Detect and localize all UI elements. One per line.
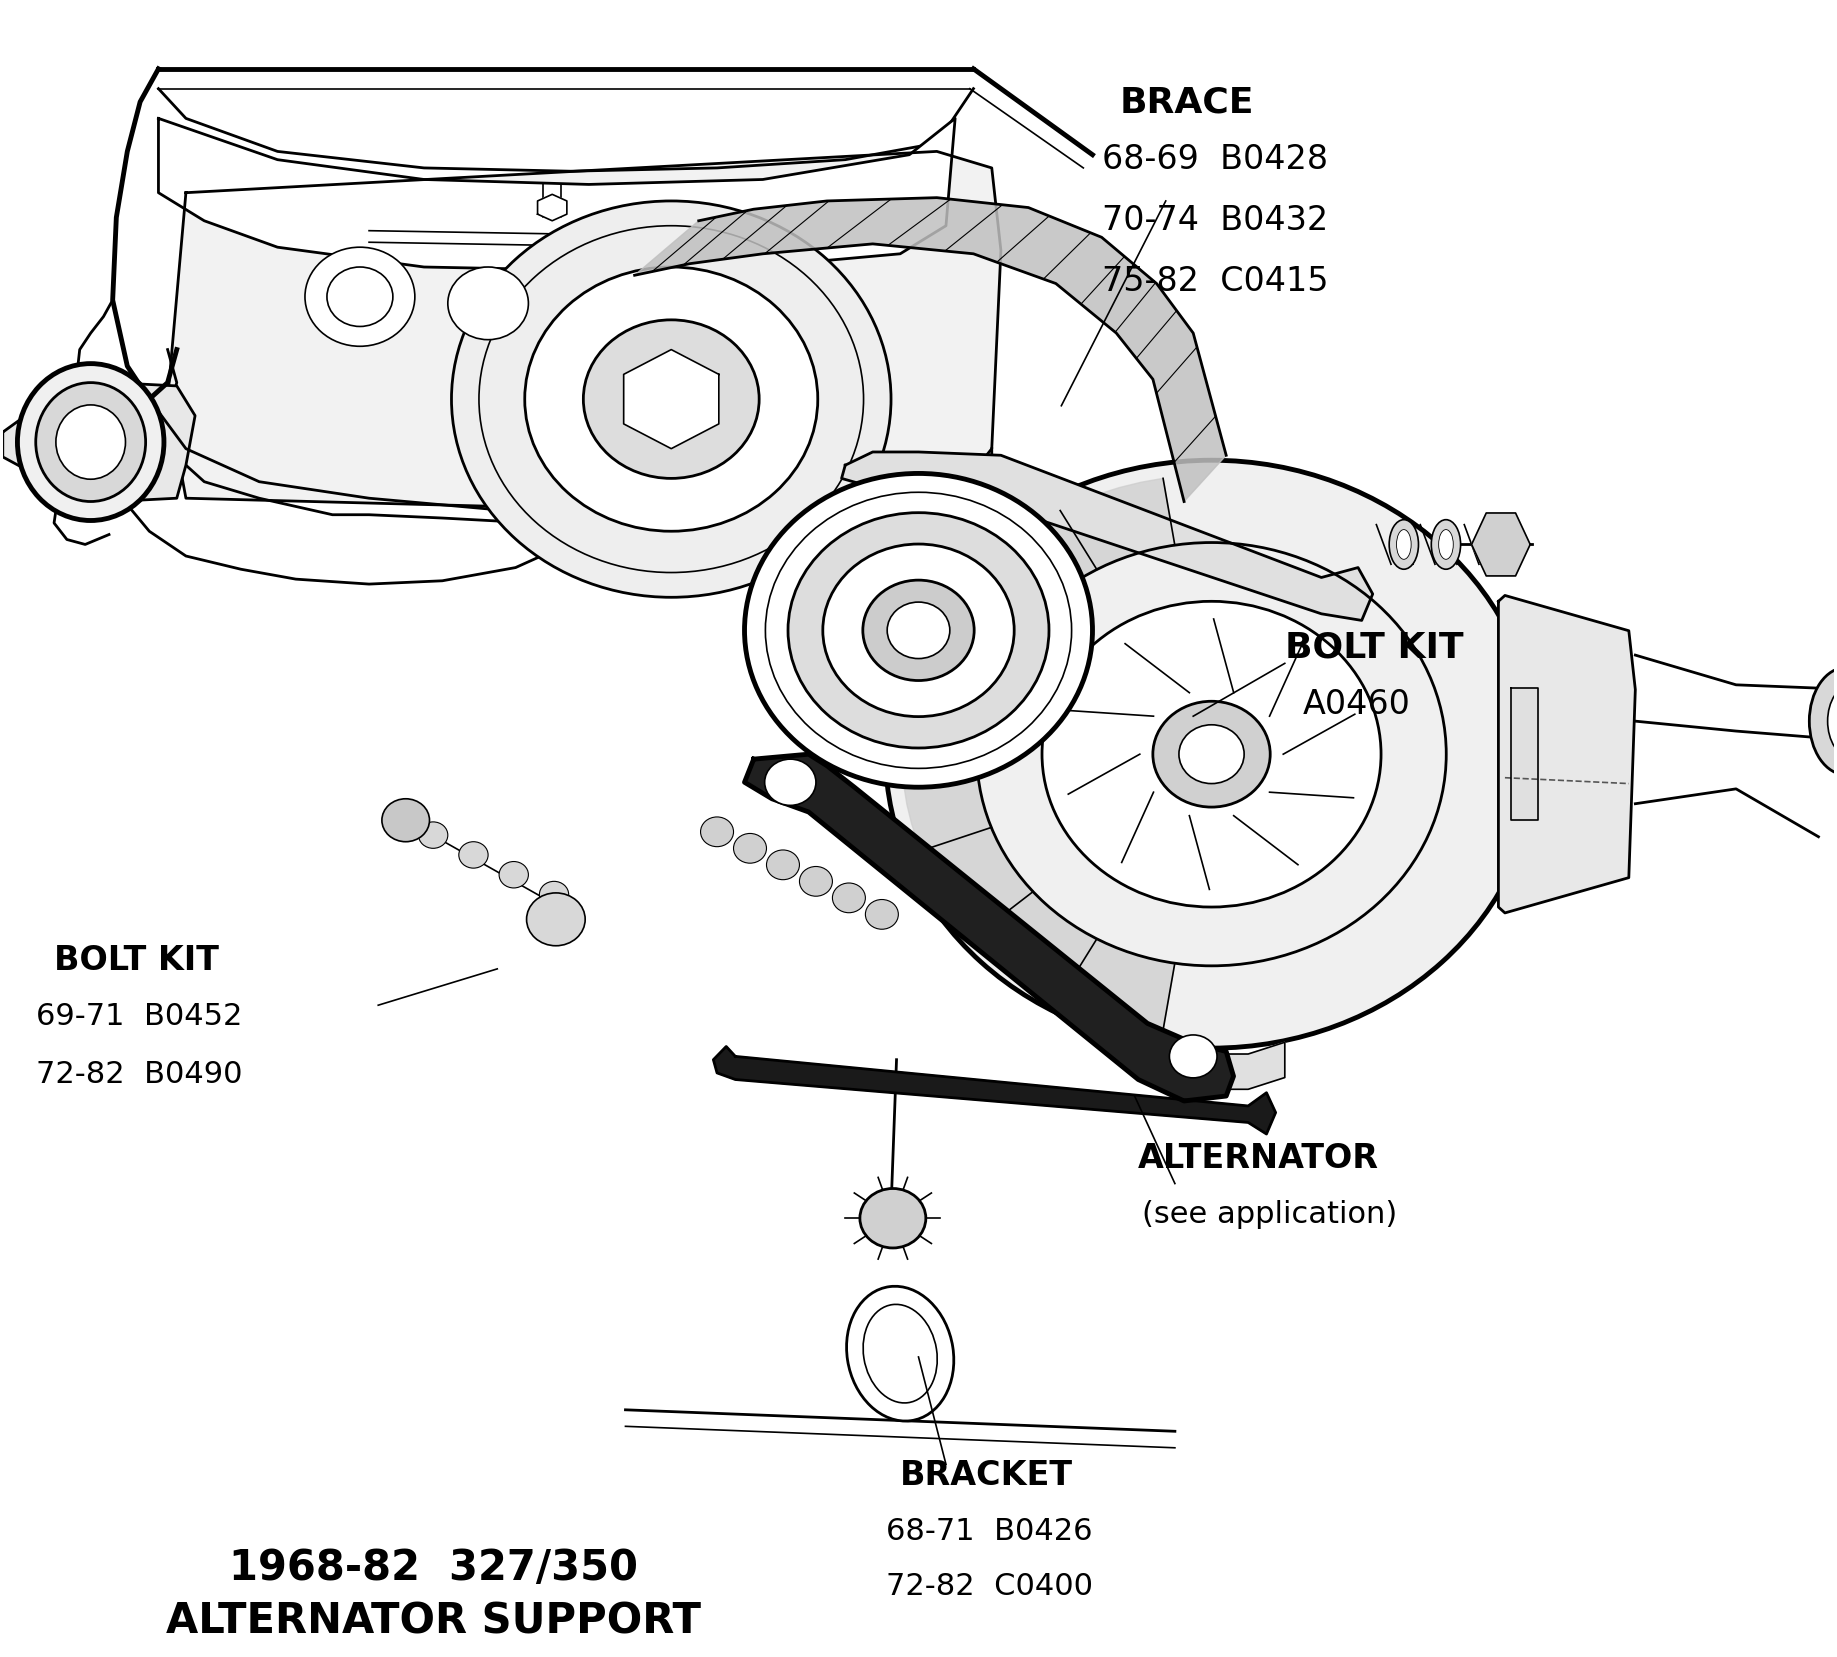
Circle shape <box>1154 701 1269 807</box>
Text: BOLT KIT: BOLT KIT <box>53 944 219 978</box>
Circle shape <box>885 461 1538 1049</box>
Circle shape <box>584 320 759 479</box>
Text: 68-71  B0426: 68-71 B0426 <box>885 1518 1091 1546</box>
Circle shape <box>863 580 974 681</box>
Text: 72-82  C0400: 72-82 C0400 <box>885 1571 1093 1601</box>
Circle shape <box>799 867 832 896</box>
Text: A0460: A0460 <box>1302 688 1411 721</box>
Text: BRACKET: BRACKET <box>900 1460 1073 1493</box>
Circle shape <box>540 882 569 908</box>
Text: BOLT KIT: BOLT KIT <box>1284 630 1464 664</box>
Circle shape <box>823 543 1014 716</box>
Circle shape <box>500 862 529 888</box>
Polygon shape <box>1512 688 1538 820</box>
Text: 75-82  C0415: 75-82 C0415 <box>1102 265 1328 298</box>
Polygon shape <box>625 350 718 449</box>
Ellipse shape <box>17 363 163 520</box>
Ellipse shape <box>847 1286 953 1422</box>
Polygon shape <box>1499 595 1635 913</box>
Ellipse shape <box>1828 684 1837 757</box>
Circle shape <box>764 759 816 805</box>
Circle shape <box>865 900 898 930</box>
Circle shape <box>452 200 891 597</box>
Text: (see application): (see application) <box>1143 1200 1398 1229</box>
Polygon shape <box>713 1047 1275 1133</box>
Text: 1968-82  327/350: 1968-82 327/350 <box>228 1548 637 1589</box>
Circle shape <box>448 267 529 340</box>
Polygon shape <box>167 151 1001 519</box>
Polygon shape <box>841 452 1372 620</box>
Circle shape <box>832 883 865 913</box>
Polygon shape <box>538 194 568 220</box>
Circle shape <box>419 822 448 848</box>
Circle shape <box>700 817 733 847</box>
Text: ALTERNATOR: ALTERNATOR <box>1139 1142 1380 1175</box>
Text: 68-69  B0428: 68-69 B0428 <box>1102 143 1328 176</box>
Text: BRACE: BRACE <box>1121 86 1255 119</box>
Ellipse shape <box>1389 520 1418 570</box>
Ellipse shape <box>35 383 145 502</box>
Circle shape <box>527 893 586 946</box>
Circle shape <box>733 833 766 863</box>
Polygon shape <box>158 118 955 270</box>
Text: 70-74  B0432: 70-74 B0432 <box>1102 204 1328 237</box>
Polygon shape <box>1139 1042 1284 1089</box>
Circle shape <box>860 1188 926 1248</box>
Polygon shape <box>634 197 1225 502</box>
Polygon shape <box>4 383 195 502</box>
Circle shape <box>887 601 950 658</box>
Circle shape <box>744 474 1093 787</box>
Circle shape <box>788 512 1049 747</box>
Text: ALTERNATOR SUPPORT: ALTERNATOR SUPPORT <box>165 1601 700 1642</box>
Circle shape <box>459 842 489 868</box>
Ellipse shape <box>55 404 125 479</box>
Polygon shape <box>1471 514 1530 577</box>
Text: 69-71  B0452: 69-71 B0452 <box>35 1002 242 1031</box>
Text: 72-82  B0490: 72-82 B0490 <box>35 1060 242 1089</box>
Circle shape <box>1179 724 1244 784</box>
Polygon shape <box>744 754 1233 1100</box>
Ellipse shape <box>1396 530 1411 560</box>
Ellipse shape <box>1809 668 1837 775</box>
Polygon shape <box>902 479 1176 1031</box>
Circle shape <box>525 267 817 532</box>
Circle shape <box>766 850 799 880</box>
Circle shape <box>305 247 415 346</box>
Ellipse shape <box>1431 520 1460 570</box>
Circle shape <box>1170 1036 1218 1077</box>
Circle shape <box>382 799 430 842</box>
Circle shape <box>1042 601 1381 906</box>
Ellipse shape <box>1438 530 1453 560</box>
